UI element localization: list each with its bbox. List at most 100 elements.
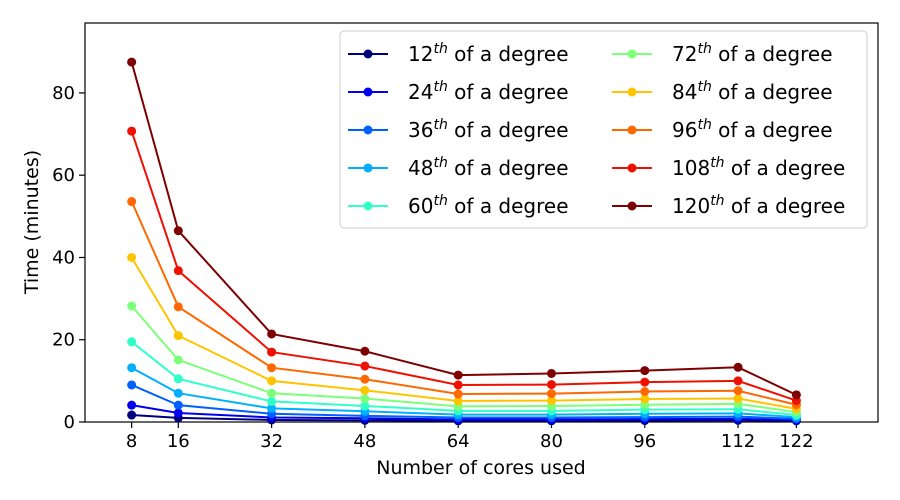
axes: 8 16 32 48 64 80 96 112 122 0 20 40 60 80: [52, 83, 813, 452]
data-point: [173, 388, 183, 398]
data-point: [267, 363, 277, 373]
legend-label: 108th of a degree: [672, 155, 845, 180]
legend-item-60: 60th of a degree: [348, 193, 569, 218]
data-point: [453, 389, 463, 399]
legend-label: 48th of a degree: [408, 155, 569, 180]
series-96: [127, 197, 801, 410]
data-point: [453, 380, 463, 390]
data-point: [640, 387, 650, 397]
data-point: [453, 370, 463, 380]
y-tick-label: 60: [52, 165, 75, 186]
legend-swatch-marker: [627, 201, 637, 211]
legend-item-36: 36th of a degree: [348, 117, 569, 142]
data-point: [127, 400, 137, 410]
legend-swatch-marker: [363, 49, 373, 59]
data-point: [733, 386, 743, 396]
legend-swatch-marker: [627, 49, 637, 59]
legend-label: 24th of a degree: [408, 79, 569, 104]
legend-item-120: 120th of a degree: [612, 193, 845, 218]
legend-label: 84th of a degree: [672, 79, 833, 104]
legend-swatch-marker: [363, 163, 373, 173]
data-point: [267, 329, 277, 339]
data-point: [546, 380, 556, 390]
x-tick-label: 8: [126, 431, 137, 452]
x-axis-title: Number of cores used: [376, 457, 586, 479]
legend-label: 120th of a degree: [672, 193, 845, 218]
data-point: [267, 396, 277, 406]
legend-label: 96th of a degree: [672, 117, 833, 142]
data-point: [127, 126, 137, 136]
data-point: [733, 376, 743, 386]
data-point: [640, 377, 650, 387]
data-point: [267, 388, 277, 398]
legend-swatch-marker: [627, 163, 637, 173]
x-tick-label: 16: [167, 431, 190, 452]
data-point: [360, 385, 370, 395]
data-point: [640, 366, 650, 376]
data-point: [453, 396, 463, 406]
data-point: [360, 401, 370, 411]
data-point: [173, 400, 183, 410]
data-point: [267, 403, 277, 413]
data-point: [173, 266, 183, 276]
legend-item-12: 12th of a degree: [348, 41, 569, 66]
data-point: [546, 396, 556, 406]
legend-item-84: 84th of a degree: [612, 79, 833, 104]
y-tick-label: 0: [64, 412, 75, 433]
data-point: [733, 394, 743, 404]
data-point: [127, 380, 137, 390]
data-point: [791, 390, 801, 400]
legend-label: 72th of a degree: [672, 41, 833, 66]
data-point: [127, 57, 137, 67]
data-point: [127, 252, 137, 262]
data-point: [127, 337, 137, 347]
x-tick-label: 32: [260, 431, 283, 452]
legend-swatch-marker: [363, 201, 373, 211]
data-point: [173, 355, 183, 365]
data-point: [546, 368, 556, 378]
series-120: [127, 57, 801, 400]
data-point: [360, 346, 370, 356]
legend-label: 12th of a degree: [408, 41, 569, 66]
data-point: [267, 347, 277, 357]
data-point: [127, 410, 137, 420]
data-point: [733, 362, 743, 372]
data-point: [127, 197, 137, 207]
legend-item-108: 108th of a degree: [612, 155, 845, 180]
legend-item-72: 72th of a degree: [612, 41, 833, 66]
y-tick-label: 40: [52, 247, 75, 268]
series-84: [127, 252, 801, 414]
legend-swatch-marker: [363, 125, 373, 135]
data-point: [267, 376, 277, 386]
data-point: [127, 301, 137, 311]
data-point: [360, 374, 370, 384]
legend-swatch-marker: [627, 87, 637, 97]
legend-item-48: 48th of a degree: [348, 155, 569, 180]
data-point: [360, 394, 370, 404]
legend-swatch-marker: [363, 87, 373, 97]
legend-label: 36th of a degree: [408, 117, 569, 142]
data-point: [173, 408, 183, 418]
data-point: [173, 302, 183, 312]
data-point: [360, 361, 370, 371]
data-point: [173, 331, 183, 341]
data-point: [127, 363, 137, 373]
y-tick-label: 20: [52, 330, 75, 351]
x-tick-label: 96: [633, 431, 656, 452]
data-point: [546, 389, 556, 399]
x-tick-label: 64: [447, 431, 470, 452]
legend-box: [339, 30, 868, 229]
x-tick-label: 48: [353, 431, 376, 452]
series-60: [127, 337, 801, 420]
legend-label: 60th of a degree: [408, 193, 569, 218]
data-point: [173, 374, 183, 384]
x-tick-label: 112: [721, 431, 755, 452]
legend: 12th of a degree 24th of a degree 36th of …: [339, 30, 868, 229]
y-tick-label: 80: [52, 83, 75, 104]
legend-item-96: 96th of a degree: [612, 117, 833, 142]
data-point: [173, 226, 183, 236]
legend-swatch-marker: [627, 125, 637, 135]
data-point: [640, 394, 650, 404]
